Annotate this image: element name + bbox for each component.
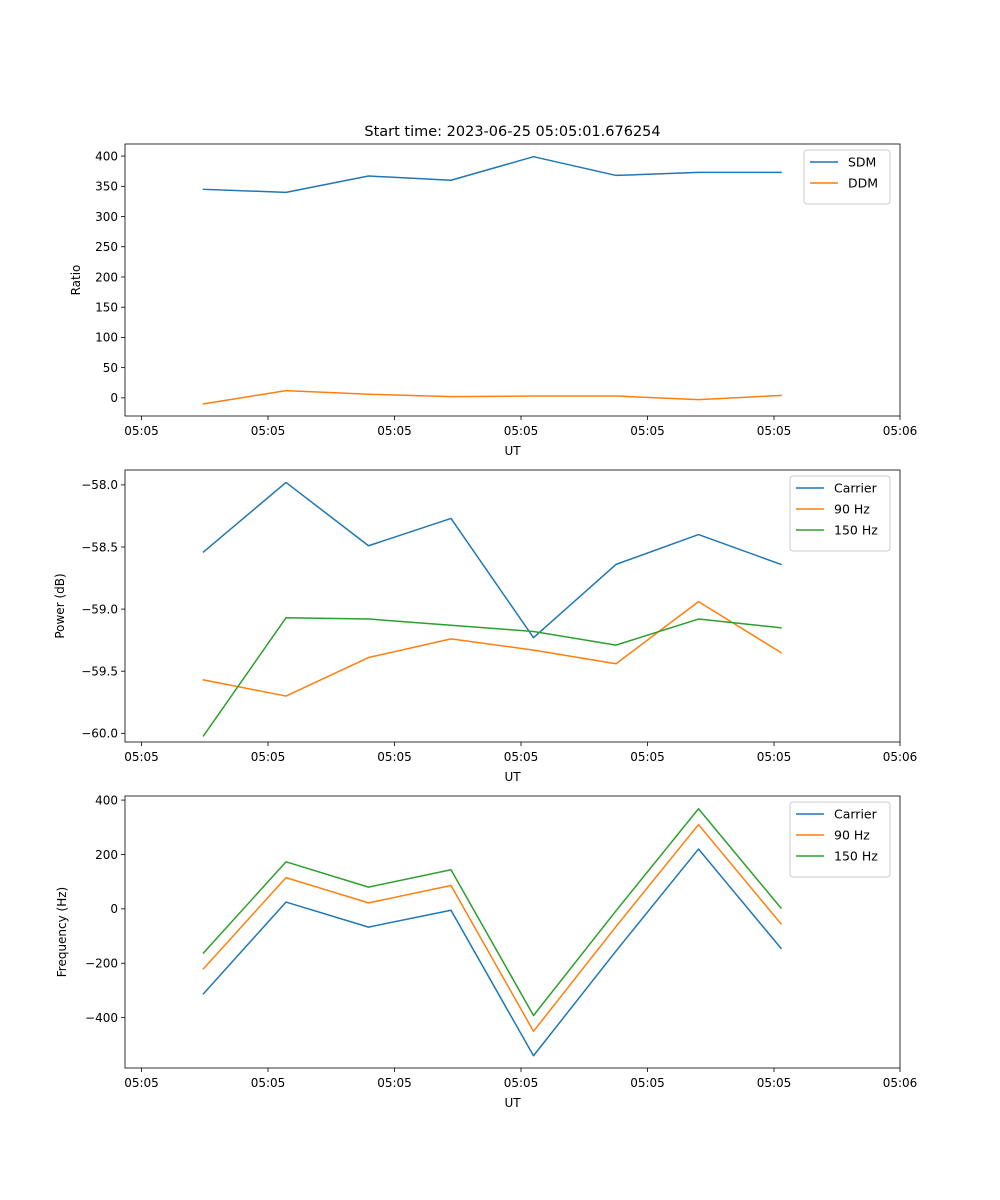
- x-tick-label: 05:05: [504, 1076, 539, 1090]
- y-tick-label: −59.5: [81, 665, 118, 679]
- x-axis-label: UT: [504, 444, 521, 458]
- series-line-150-hz: [202, 617, 782, 737]
- y-tick-label: 300: [95, 210, 118, 224]
- legend-box: [803, 149, 891, 205]
- series-line-150-hz: [202, 808, 783, 1017]
- y-tick-label: 350: [95, 180, 118, 194]
- x-tick-label: 05:05: [377, 424, 412, 438]
- series-line-ddm: [202, 389, 782, 405]
- y-tick-label: 100: [95, 331, 118, 345]
- legend-entry: DDM: [848, 176, 878, 191]
- y-tick-label: −58.5: [81, 540, 118, 554]
- legend-box: [789, 475, 891, 552]
- y-tick-label: 200: [95, 270, 118, 284]
- x-tick-label: 05:05: [124, 424, 159, 438]
- y-axis-label: Ratio: [69, 265, 83, 296]
- x-tick-label: 05:05: [377, 750, 412, 764]
- frequency-panel: 05:05 05:05 05:05 05:05 05:05 05:05 05:06 UT −40…: [55, 793, 917, 1110]
- x-tick-label: 05:05: [504, 424, 539, 438]
- y-tick-label: 50: [103, 361, 118, 375]
- legend-entry: 90 Hz: [834, 828, 870, 843]
- x-tick-label: 05:06: [883, 1076, 918, 1090]
- x-tick-label: 05:05: [251, 424, 286, 438]
- series-line-sdm: [202, 155, 782, 194]
- series-line-90-hz: [202, 600, 783, 697]
- x-tick-label: 05:05: [124, 1076, 159, 1090]
- x-tick-label: 05:05: [757, 750, 792, 764]
- y-tick-label: −400: [85, 1011, 118, 1025]
- axes-frame: [124, 469, 901, 743]
- power-panel: 05:05 05:05 05:05 05:05 05:05 05:05 05:06 UT −60…: [53, 469, 918, 784]
- y-tick-label: 200: [95, 848, 118, 862]
- x-tick-label: 05:05: [377, 1076, 412, 1090]
- x-tick-label: 05:05: [124, 750, 159, 764]
- y-tick-label: 400: [95, 149, 118, 163]
- axes-frame: [124, 795, 901, 1069]
- ratio-panel: 05:05 05:05 05:05 05:05 05:05 05:05 05:06 UT 0 50…: [69, 143, 918, 458]
- x-tick-label: 05:05: [504, 750, 539, 764]
- x-tick-label: 05:06: [883, 750, 918, 764]
- x-tick-label: 05:05: [630, 1076, 665, 1090]
- y-tick-label: 400: [95, 793, 118, 807]
- series-line-carrier: [202, 848, 783, 1057]
- x-tick-label: 05:05: [757, 1076, 792, 1090]
- y-tick-label: 0: [110, 902, 118, 916]
- x-tick-label: 05:05: [630, 424, 665, 438]
- x-tick-label: 05:05: [251, 1076, 286, 1090]
- x-tick-label: 05:05: [757, 424, 792, 438]
- legend-entry: SDM: [848, 155, 876, 170]
- y-tick-label: −58.0: [81, 478, 118, 492]
- y-tick-label: −59.0: [81, 602, 118, 616]
- y-tick-label: 0: [110, 391, 118, 405]
- legend-entry: 150 Hz: [834, 523, 878, 538]
- legend-entry: Carrier: [834, 481, 878, 496]
- y-tick-label: −60.0: [81, 727, 118, 741]
- x-tick-label: 05:06: [883, 424, 918, 438]
- legend-entry: 150 Hz: [834, 849, 878, 864]
- y-tick-label: 250: [95, 240, 118, 254]
- legend: Carrier 90 Hz 150 Hz: [789, 475, 891, 552]
- series-line-90-hz: [202, 823, 783, 1033]
- x-axis-label: UT: [504, 770, 521, 784]
- axes-frame: [124, 143, 901, 417]
- legend: Carrier 90 Hz 150 Hz: [789, 801, 891, 878]
- y-axis-label: Power (dB): [53, 573, 67, 638]
- y-tick-label: 150: [95, 301, 118, 315]
- y-tick-label: −200: [85, 957, 118, 971]
- series-line-carrier: [202, 481, 782, 639]
- legend: SDM DDM: [803, 149, 891, 205]
- legend-entry: Carrier: [834, 807, 878, 822]
- x-axis-label: UT: [504, 1096, 521, 1110]
- x-tick-label: 05:05: [251, 750, 286, 764]
- legend-entry: 90 Hz: [834, 502, 870, 517]
- y-axis-label: Frequency (Hz): [55, 887, 69, 978]
- x-tick-label: 05:05: [630, 750, 665, 764]
- figure-title: Start time: 2023-06-25 05:05:01.676254: [364, 124, 660, 140]
- legend-box: [789, 801, 891, 878]
